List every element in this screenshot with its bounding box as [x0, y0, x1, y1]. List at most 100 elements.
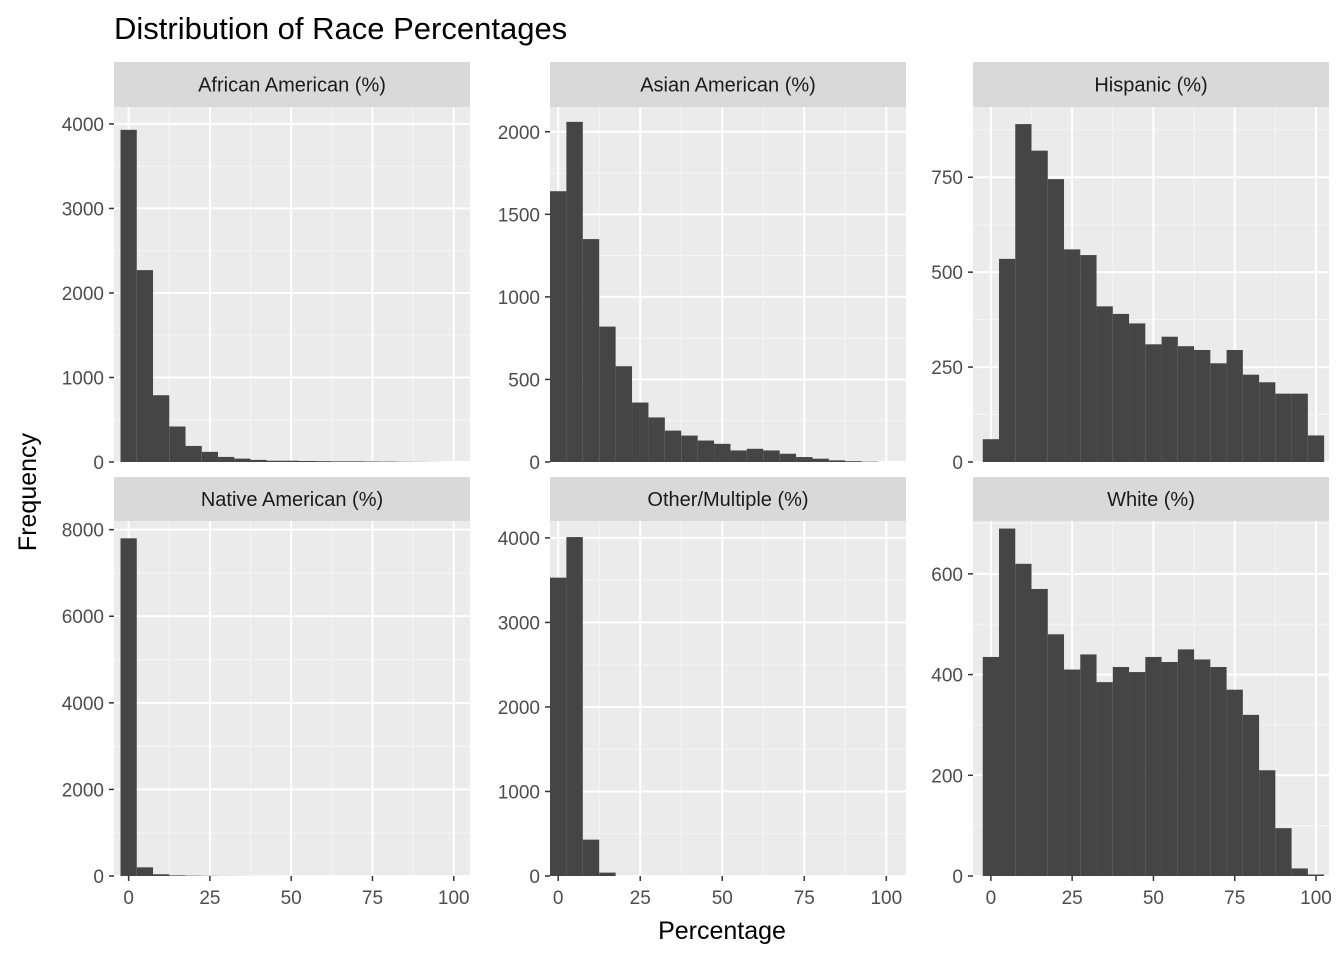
histogram-bar: [201, 451, 219, 462]
x-tick-label: 25: [1062, 888, 1083, 909]
y-tick-label: 200: [931, 766, 963, 787]
chart-title: Distribution of Race Percentages: [114, 11, 567, 46]
histogram-bar: [550, 191, 567, 463]
y-tick-label: 4000: [62, 694, 104, 715]
histogram-bar: [185, 445, 202, 462]
y-tick-label: 2000: [498, 698, 540, 719]
histogram-bar: [845, 461, 862, 462]
histogram-bar: [1031, 588, 1048, 876]
y-tick-label: 600: [931, 565, 963, 586]
histogram-bar: [1259, 382, 1276, 462]
histogram-bar: [1047, 179, 1065, 462]
facet-panel: Native American (%) 0 2000 4000 6000 8000 0 25 5…: [62, 477, 470, 909]
histogram-bar: [1307, 435, 1325, 462]
histogram-bar: [1096, 306, 1113, 462]
histogram-bar: [331, 461, 349, 462]
histogram-bar: [1112, 313, 1130, 462]
histogram-bar: [1080, 654, 1097, 876]
y-tick-label: 1500: [498, 205, 540, 226]
y-tick-label: 0: [952, 867, 963, 888]
y-tick-label: 0: [952, 453, 963, 474]
y-tick-label: 2000: [62, 780, 104, 801]
histogram-bar: [218, 456, 235, 462]
histogram-bar: [169, 426, 186, 462]
histogram-bar: [1129, 672, 1146, 876]
histogram-bar: [566, 537, 583, 876]
y-tick-label: 750: [931, 168, 963, 189]
histogram-bar: [120, 129, 137, 463]
facet-strip: [114, 477, 470, 521]
histogram-bar: [250, 459, 267, 462]
facet-panel: Asian American (%) 0 500 1000 1500 2000: [498, 62, 906, 474]
facet-strip-label: White (%): [1107, 489, 1195, 511]
x-tick-label: 50: [712, 888, 733, 909]
x-tick-label: 100: [870, 888, 902, 909]
histogram-bar: [1275, 828, 1292, 876]
x-tick-label: 75: [362, 888, 383, 909]
histogram-bar: [582, 239, 600, 462]
x-tick-label: 0: [553, 888, 564, 909]
facet-strip-label: Hispanic (%): [1094, 75, 1207, 97]
y-tick-label: 6000: [62, 607, 104, 628]
y-tick-label: 3000: [62, 199, 104, 220]
histogram-bar: [1112, 667, 1130, 876]
histogram-bar: [1242, 714, 1260, 876]
histogram-bar: [599, 872, 616, 876]
y-tick-label: 2000: [62, 284, 104, 305]
histogram-bar: [1226, 349, 1243, 462]
histogram-bar: [982, 439, 1000, 462]
histogram-bar: [582, 839, 600, 876]
histogram-bar: [648, 417, 665, 462]
facet-strip: [550, 62, 906, 107]
histogram-bar: [234, 458, 251, 462]
histogram-bar: [779, 453, 797, 462]
histogram-bar: [828, 460, 846, 462]
histogram-bar: [348, 461, 365, 462]
histogram-bar: [812, 458, 829, 462]
histogram-bar: [697, 440, 715, 462]
y-tick-label: 500: [931, 263, 963, 284]
histogram-bar: [120, 538, 137, 876]
histogram-bar: [1080, 255, 1097, 462]
histogram-bar: [153, 395, 170, 462]
histogram-bar: [599, 326, 616, 462]
x-tick-label: 75: [794, 888, 815, 909]
facet-panels: African American (%)01000200030004000Asi…: [62, 62, 1332, 909]
facet-strip: [973, 62, 1329, 107]
histogram-bar: [1259, 770, 1276, 876]
histogram-bar: [714, 443, 731, 462]
facet-strip-label: Asian American (%): [640, 75, 816, 97]
x-tick-label: 50: [1143, 888, 1164, 909]
histogram-bar: [1047, 634, 1065, 876]
y-tick-label: 1000: [498, 782, 540, 803]
x-tick-label: 50: [281, 888, 302, 909]
histogram-bar: [681, 435, 698, 462]
y-tick-label: 1000: [62, 368, 104, 389]
y-tick-label: 500: [508, 370, 540, 391]
histogram-bar: [999, 528, 1016, 876]
y-tick-label: 3000: [498, 613, 540, 634]
histogram-bar: [796, 457, 813, 462]
histogram-bar: [1291, 393, 1308, 462]
histogram-bar: [1177, 346, 1195, 462]
histogram-bar: [1210, 363, 1227, 462]
histogram-bar: [746, 448, 764, 462]
y-tick-label: 0: [93, 867, 104, 888]
histogram-bar: [136, 867, 154, 876]
histogram-bar: [664, 430, 682, 462]
facet-panel: Hispanic (%) 0 250 500 750: [931, 62, 1329, 474]
facet-strip: [973, 477, 1329, 521]
histogram-bar: [1129, 323, 1146, 462]
histogram-bar: [136, 270, 154, 462]
facet-strip: [114, 62, 470, 107]
histogram-bar: [1210, 667, 1227, 876]
y-tick-label: 0: [529, 453, 540, 474]
y-tick-label: 400: [931, 666, 963, 687]
x-tick-label: 75: [1224, 888, 1245, 909]
histogram-bar: [1145, 344, 1162, 462]
histogram-bar: [299, 460, 316, 462]
facet-strip: [550, 477, 906, 521]
x-tick-label: 25: [199, 888, 220, 909]
histogram-bar: [1194, 659, 1211, 876]
